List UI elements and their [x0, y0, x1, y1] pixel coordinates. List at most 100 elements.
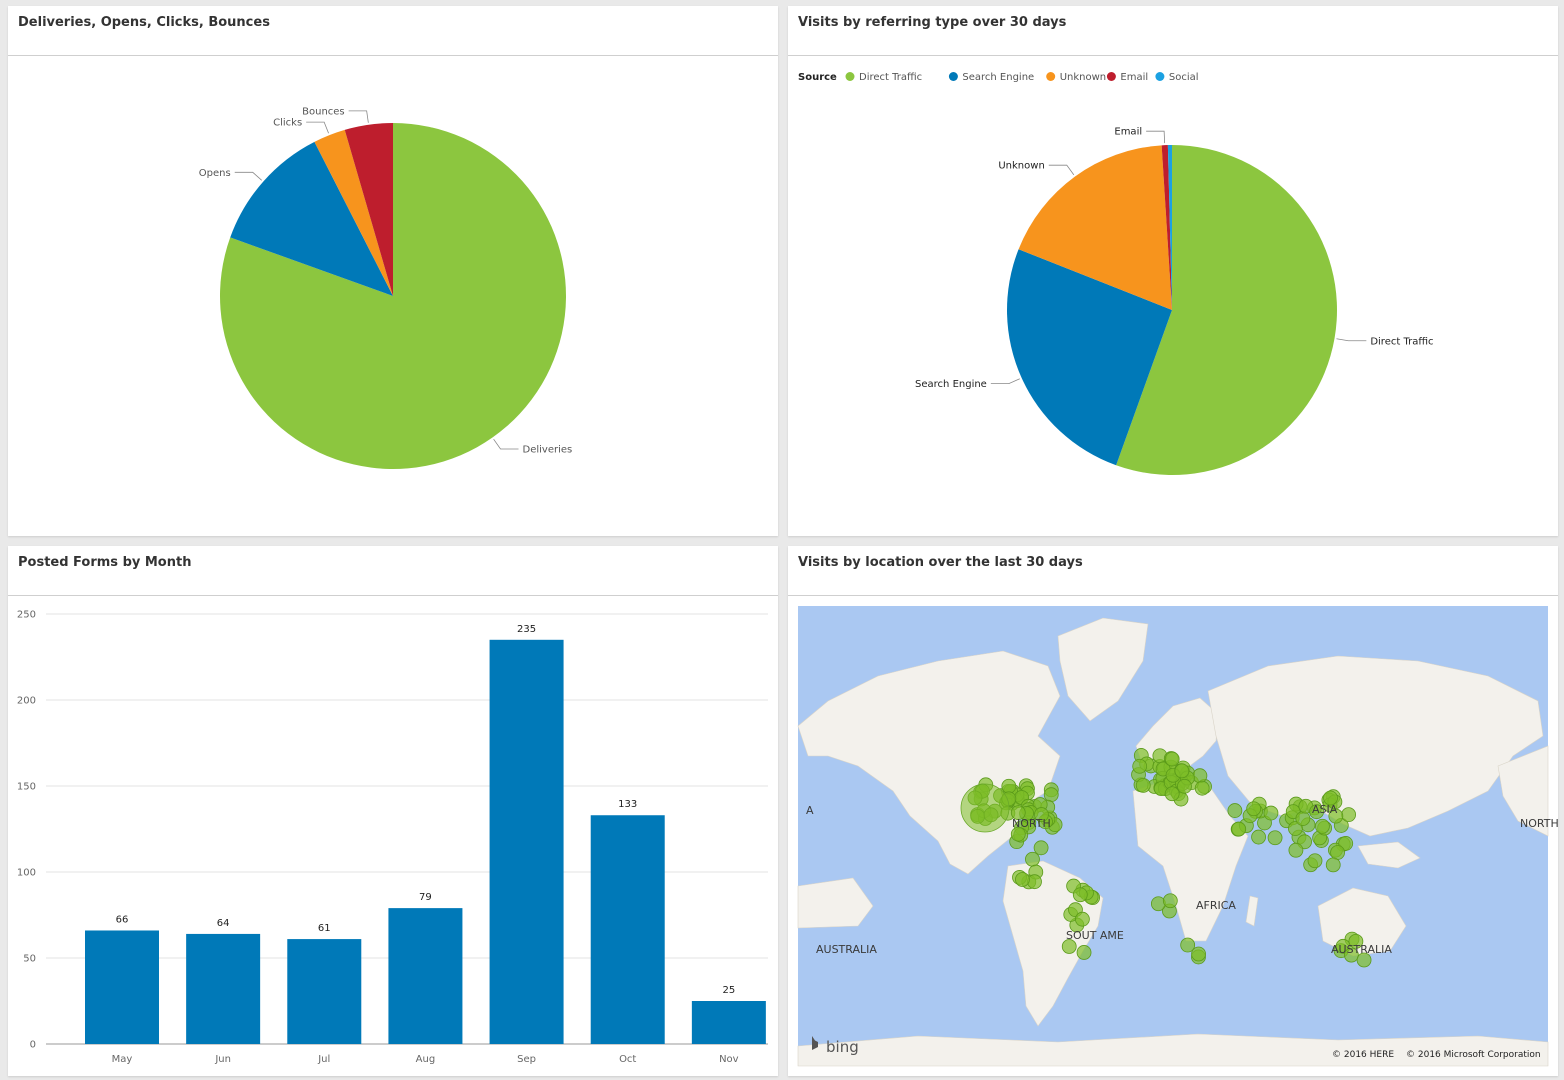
legend-label-email[interactable]: Email: [1120, 72, 1148, 83]
visit-marker[interactable]: [1180, 937, 1196, 953]
map-region-label: AUSTRALIA: [1331, 943, 1392, 956]
y-tick-label: 200: [17, 696, 36, 707]
bar-sep[interactable]: [489, 639, 564, 1044]
pie-label-search-engine: Search Engine: [915, 379, 987, 390]
visit-marker[interactable]: [1356, 952, 1372, 968]
visit-marker[interactable]: [1010, 805, 1026, 821]
y-tick-label: 150: [17, 782, 36, 793]
visit-marker[interactable]: [1194, 780, 1210, 796]
visit-marker[interactable]: [1164, 786, 1180, 802]
bar-may[interactable]: [85, 930, 159, 1044]
landmass: [1002, 860, 1104, 1027]
bar-data-label: 61: [318, 923, 331, 934]
visit-marker[interactable]: [1191, 946, 1206, 962]
pie-leader-line: [348, 110, 369, 123]
visit-marker[interactable]: [1162, 893, 1178, 909]
bing-logo-icon: [812, 1036, 818, 1050]
legend-marker-unknown[interactable]: [1046, 72, 1056, 81]
visit-marker[interactable]: [1074, 911, 1090, 927]
legend-marker-social[interactable]: [1155, 72, 1165, 81]
visit-marker[interactable]: [1328, 808, 1344, 824]
visit-marker[interactable]: [1325, 857, 1341, 873]
legend-label-direct-traffic[interactable]: Direct Traffic: [859, 72, 922, 83]
visit-marker[interactable]: [1295, 811, 1311, 826]
visit-marker[interactable]: [1288, 842, 1304, 858]
bar-aug[interactable]: [388, 908, 463, 1044]
visits-world-map[interactable]: NORTH ASIA NORTH AMERIC AUSTRALIA AFRICA SOUT…: [788, 546, 1558, 1076]
visit-marker[interactable]: [1174, 763, 1190, 779]
pie-slice-direct-traffic[interactable]: [1116, 145, 1337, 476]
legend-marker-direct-traffic[interactable]: [845, 72, 855, 81]
visit-marker[interactable]: [1043, 787, 1059, 803]
posted-forms-bar-title: Posted Forms by Month: [18, 555, 192, 570]
pie-leader-line: [1048, 164, 1075, 176]
referring-type-pie-chart: Source Direct Traffic Search Engine Unknown…: [798, 72, 1434, 476]
visit-marker[interactable]: [1330, 845, 1345, 860]
visit-marker[interactable]: [1267, 830, 1283, 846]
visit-marker-large[interactable]: [960, 783, 1010, 833]
visit-marker[interactable]: [1309, 804, 1324, 820]
visit-marker[interactable]: [1072, 887, 1088, 903]
pie-slice-search-engine[interactable]: [1007, 249, 1172, 466]
visit-marker[interactable]: [1164, 751, 1180, 767]
visit-marker[interactable]: [1001, 778, 1017, 794]
pie-label-clicks: Clicks: [273, 118, 302, 129]
landmass: [797, 1033, 1549, 1067]
visit-marker[interactable]: [1307, 853, 1323, 869]
pie-label-direct-traffic: Direct Traffic: [1370, 336, 1433, 347]
visit-marker[interactable]: [1251, 829, 1266, 845]
pie-leader-line: [1336, 338, 1367, 342]
visit-marker[interactable]: [1246, 801, 1262, 817]
visits-map-panel: Visits by location over the last 30 days…: [788, 546, 1558, 1076]
visit-marker[interactable]: [1033, 840, 1049, 856]
visit-marker[interactable]: [1323, 790, 1338, 806]
visit-marker[interactable]: [1231, 821, 1247, 837]
visit-marker[interactable]: [1132, 758, 1148, 774]
visit-marker[interactable]: [1288, 821, 1303, 836]
pie-slice-unknown[interactable]: [1018, 145, 1172, 310]
visit-marker[interactable]: [1263, 805, 1279, 821]
bar-data-label: 64: [217, 918, 230, 929]
legend-marker-search-engine[interactable]: [948, 72, 958, 81]
pie-label-unknown: Unknown: [998, 161, 1044, 172]
legend-label-social[interactable]: Social: [1169, 72, 1199, 83]
visit-marker[interactable]: [1061, 939, 1077, 954]
visit-marker[interactable]: [1076, 945, 1092, 960]
visit-marker[interactable]: [1010, 826, 1026, 842]
y-tick-label: 0: [30, 1040, 36, 1051]
pie-leader-line: [306, 121, 329, 134]
visit-marker[interactable]: [1015, 872, 1030, 887]
visit-marker[interactable]: [1135, 777, 1151, 793]
pie-slice-social[interactable]: [1167, 145, 1172, 310]
visit-marker[interactable]: [1025, 851, 1040, 867]
pie-slice-email[interactable]: [1161, 145, 1172, 310]
visit-marker[interactable]: [1192, 768, 1208, 784]
visit-marker[interactable]: [1341, 807, 1357, 823]
bar-nov[interactable]: [691, 1001, 766, 1044]
deliveries-pie-title: Deliveries, Opens, Clicks, Bounces: [18, 15, 270, 30]
bar-oct[interactable]: [590, 815, 665, 1044]
map-region-label: A: [806, 804, 814, 817]
visit-marker[interactable]: [1177, 778, 1192, 794]
bar-jun[interactable]: [186, 933, 261, 1044]
copyright-here: © 2016 HERE: [1332, 1050, 1394, 1060]
x-tick-label: Aug: [416, 1054, 436, 1065]
map-region-label: SOUT AME: [1066, 929, 1124, 942]
pie-slice-clicks[interactable]: [314, 129, 393, 296]
visit-marker[interactable]: [1348, 933, 1364, 949]
visit-marker[interactable]: [1027, 874, 1042, 890]
bar-jul[interactable]: [287, 939, 362, 1044]
visit-marker[interactable]: [1343, 947, 1359, 963]
pie-label-opens: Opens: [199, 168, 231, 179]
pie-slice-bounces[interactable]: [344, 123, 393, 296]
visit-marker[interactable]: [1227, 803, 1243, 818]
legend-marker-email[interactable]: [1106, 72, 1116, 81]
pie-leader-line: [234, 171, 262, 181]
visit-marker[interactable]: [1034, 807, 1049, 822]
pie-label-email: Email: [1114, 127, 1142, 138]
visit-marker[interactable]: [1315, 818, 1330, 834]
pie-slice-opens[interactable]: [230, 141, 393, 296]
legend-label-unknown[interactable]: Unknown: [1060, 72, 1106, 83]
legend-label-search-engine[interactable]: Search Engine: [962, 72, 1034, 83]
bar-data-label: 79: [419, 892, 432, 903]
